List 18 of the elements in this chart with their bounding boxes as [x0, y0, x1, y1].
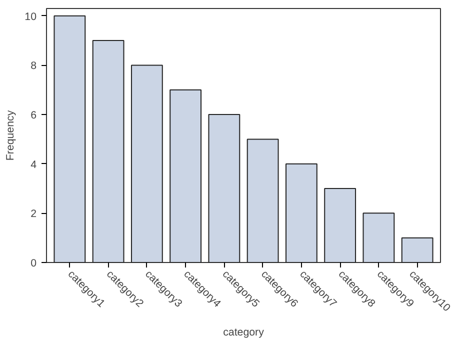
y-tick-label: 8: [30, 60, 37, 72]
bar: [54, 15, 86, 262]
bar: [130, 64, 163, 262]
bar: [92, 40, 124, 262]
bar: [208, 114, 240, 262]
y-tick-label: 0: [30, 258, 37, 270]
bar: [246, 138, 279, 262]
bar: [324, 188, 356, 262]
bar: [362, 212, 395, 262]
x-axis-title: category: [223, 326, 265, 338]
y-tick-label: 2: [30, 208, 37, 220]
bar: [170, 89, 202, 262]
y-tick-label: 6: [30, 110, 37, 122]
y-tick-label: 10: [24, 10, 37, 23]
bar: [285, 163, 318, 262]
y-tick-label: 4: [30, 158, 37, 171]
bar: [401, 237, 434, 262]
y-axis-title: Frequency: [4, 110, 17, 161]
